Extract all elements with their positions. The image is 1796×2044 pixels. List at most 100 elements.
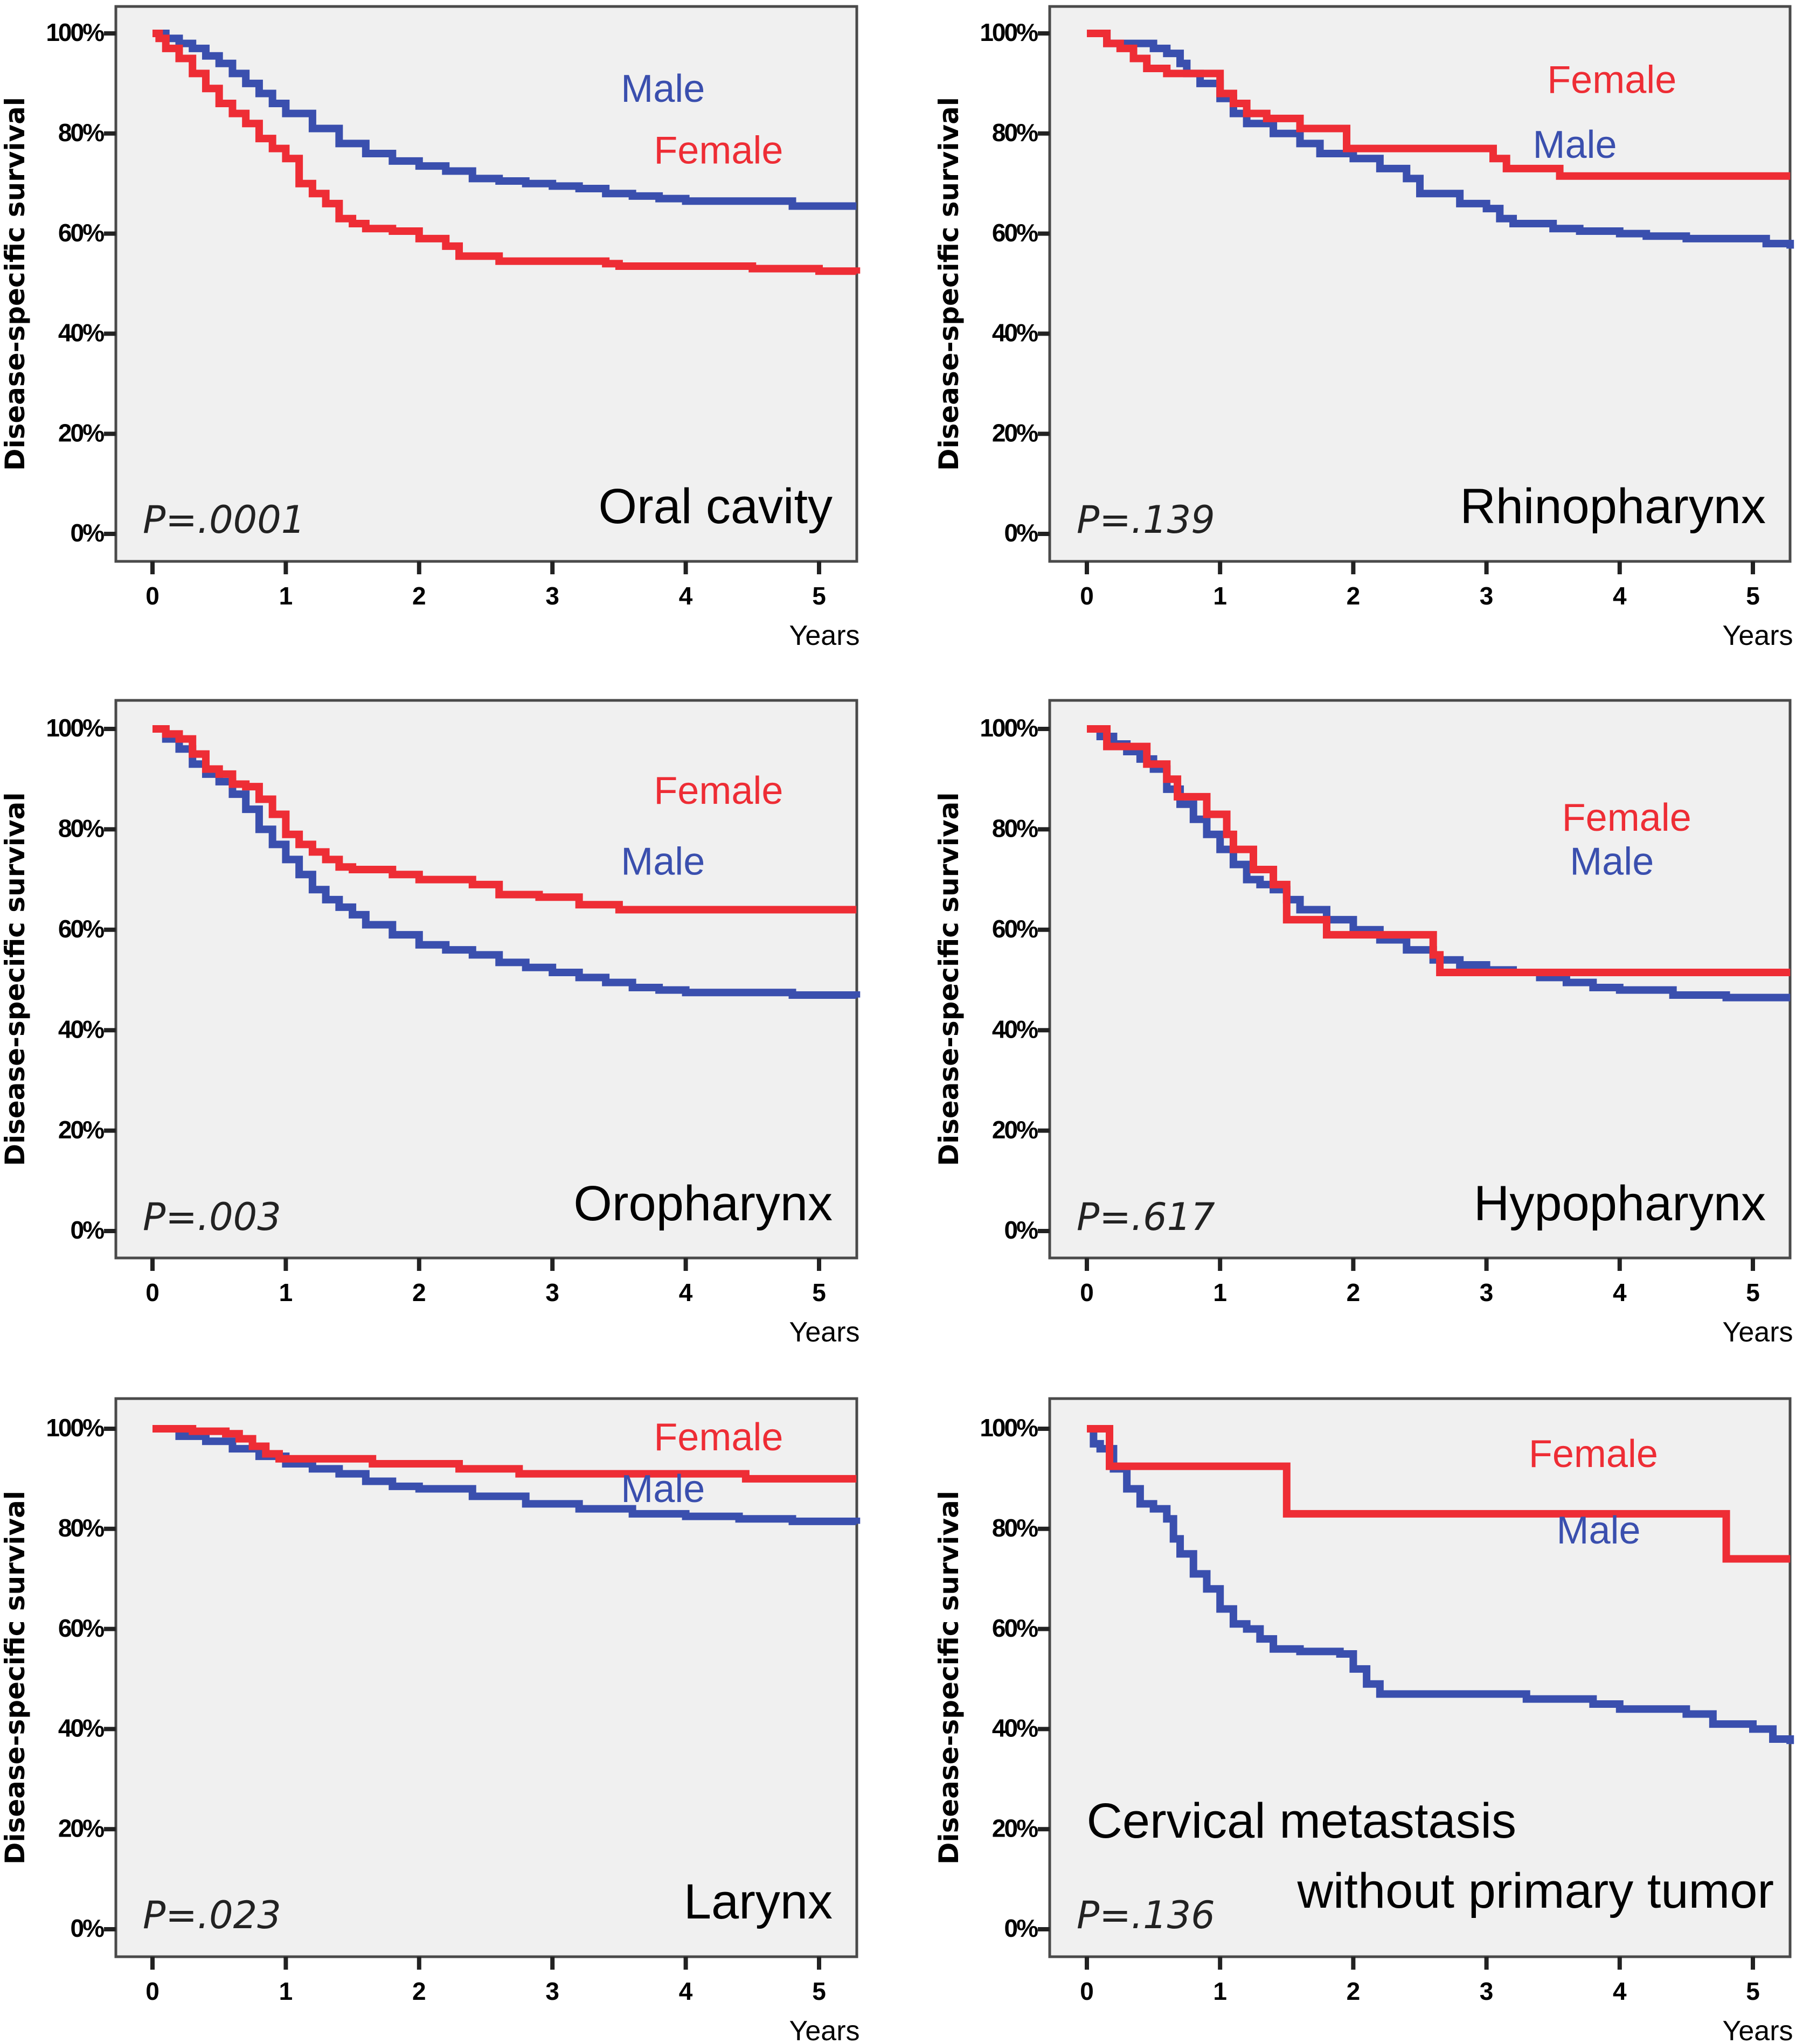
y-tick-label: 0% — [1004, 519, 1038, 547]
x-axis-label: Years — [789, 1317, 859, 1348]
y-tick-label: 20% — [992, 1116, 1038, 1144]
x-tick-label: 4 — [679, 1977, 693, 2005]
legend-label-male: Male — [621, 840, 705, 884]
survival-curve-male — [1087, 30, 1794, 249]
y-tick-label: 0% — [1004, 1216, 1038, 1244]
p-value: P=.139 — [1077, 498, 1215, 542]
x-tick-label: 2 — [412, 1278, 426, 1306]
survival-curve-male — [1087, 725, 1791, 1002]
y-axis-label: Disease-specific survival — [933, 792, 965, 1166]
chart-title-line-2: without primary tumor — [1297, 1864, 1774, 1918]
y-tick-label: 100% — [46, 714, 104, 742]
plot-area — [114, 5, 858, 563]
x-tick-label: 5 — [1746, 1977, 1760, 2005]
x-tick-label: 0 — [1080, 1977, 1094, 2005]
x-axis-label: Years — [789, 620, 859, 651]
x-tick-label: 3 — [545, 1278, 559, 1306]
y-tick-label: 20% — [58, 419, 104, 447]
y-tick-label: 20% — [58, 1116, 104, 1144]
x-tick-label: 0 — [1080, 1278, 1094, 1306]
chart-panel-5: 0% 20% 40% 60% 80% 100% 0 1 2 3 4 5 Disease-specific… — [0, 1397, 861, 2044]
x-axis-label: Years — [1722, 1317, 1793, 1348]
x-tick-label: 0 — [1080, 582, 1094, 610]
y-tick-label: 20% — [992, 419, 1038, 447]
legend-label-female: Female — [1529, 1433, 1658, 1476]
x-axis-label: Years — [789, 2015, 859, 2044]
x-tick-label: 1 — [279, 1977, 293, 2005]
y-tick-label: 80% — [58, 119, 104, 147]
x-tick-label: 0 — [145, 582, 160, 610]
y-tick-label: 100% — [980, 1414, 1038, 1442]
x-tick-label: 2 — [412, 1977, 426, 2005]
chart-title-line-1: Cervical metastasis — [1086, 1793, 1516, 1848]
legend-label-female: Female — [1562, 796, 1691, 839]
plot-area — [114, 1397, 858, 1958]
chart-title: Larynx — [684, 1874, 833, 1929]
y-tick-label: 60% — [992, 219, 1038, 247]
x-tick-label: 2 — [1347, 1977, 1361, 2005]
y-tick-label: 40% — [58, 1015, 104, 1043]
x-tick-label: 5 — [1746, 582, 1760, 610]
p-value: P=.0001 — [143, 498, 305, 542]
y-tick-label: 60% — [58, 219, 104, 247]
y-tick-label: 80% — [58, 815, 104, 843]
chart-panel-3: 0% 20% 40% 60% 80% 100% 0 1 2 3 4 5 Disease-specific… — [0, 699, 861, 1348]
x-tick-label: 4 — [679, 1278, 693, 1306]
y-tick-label: 0% — [71, 519, 105, 547]
x-tick-label: 4 — [1613, 1977, 1627, 2005]
legend-label-female: Female — [654, 1416, 783, 1459]
plot-area — [1048, 699, 1792, 1260]
x-tick-label: 4 — [1613, 1278, 1627, 1306]
y-tick-label: 40% — [992, 1015, 1038, 1043]
chart-panel-1: 0% 20% 40% 60% 80% 100% 0 1 2 3 4 5 Disease-specific… — [0, 5, 861, 651]
chart-title: Hypopharynx — [1474, 1176, 1766, 1231]
y-tick-label: 100% — [46, 18, 104, 46]
x-tick-label: 1 — [1213, 582, 1227, 610]
x-tick-label: 3 — [1480, 1278, 1494, 1306]
y-axis-label: Disease-specific survival — [0, 792, 31, 1166]
x-axis-label: Years — [1722, 2015, 1793, 2044]
y-tick-label: 80% — [992, 119, 1038, 147]
x-axis-label: Years — [1722, 620, 1793, 651]
x-tick-label: 3 — [545, 582, 559, 610]
y-tick-label: 0% — [1004, 1914, 1038, 1942]
y-tick-label: 100% — [980, 18, 1038, 46]
plot-area — [1048, 5, 1792, 563]
survival-curve-female — [152, 1425, 857, 1483]
y-tick-label: 60% — [58, 1614, 104, 1642]
y-tick-label: 80% — [58, 1514, 104, 1542]
x-tick-label: 2 — [1347, 582, 1361, 610]
chart-panel-4: 0% 20% 40% 60% 80% 100% 0 1 2 3 4 5 Disease-specific… — [933, 699, 1793, 1348]
legend-label-male: Male — [621, 67, 705, 110]
x-tick-label: 5 — [812, 1977, 826, 2005]
x-tick-label: 1 — [279, 1278, 293, 1306]
x-tick-label: 3 — [1480, 582, 1494, 610]
x-tick-label: 4 — [679, 582, 693, 610]
p-value: P=.003 — [143, 1195, 281, 1239]
x-tick-label: 4 — [1613, 582, 1627, 610]
y-axis-label: Disease-specific survival — [933, 1491, 965, 1865]
y-axis-label: Disease-specific survival — [0, 1491, 31, 1865]
chart-panel-6: 0% 20% 40% 60% 80% 100% 0 1 2 3 4 5 Disease-specific… — [933, 1397, 1794, 2044]
survival-curve-male — [152, 30, 857, 210]
y-tick-label: 40% — [58, 1714, 104, 1742]
survival-curve-male — [1087, 1425, 1794, 1744]
y-tick-label: 40% — [58, 319, 104, 347]
legend-label-male: Male — [1533, 123, 1617, 166]
y-tick-label: 100% — [46, 1414, 104, 1442]
y-tick-label: 0% — [71, 1216, 105, 1244]
x-tick-label: 3 — [545, 1977, 559, 2005]
y-tick-label: 40% — [992, 1714, 1038, 1742]
survival-curve-female — [1087, 1425, 1791, 1563]
legend-label-male: Male — [1556, 1509, 1640, 1552]
legend-label-female: Female — [1547, 59, 1676, 102]
y-tick-label: 60% — [992, 915, 1038, 943]
x-tick-label: 5 — [812, 582, 826, 610]
x-tick-label: 1 — [279, 582, 293, 610]
y-tick-label: 100% — [980, 714, 1038, 742]
x-tick-label: 3 — [1480, 1977, 1494, 2005]
x-tick-label: 2 — [412, 582, 426, 610]
legend-label-male: Male — [1570, 840, 1654, 884]
y-axis-label: Disease-specific survival — [933, 97, 965, 471]
